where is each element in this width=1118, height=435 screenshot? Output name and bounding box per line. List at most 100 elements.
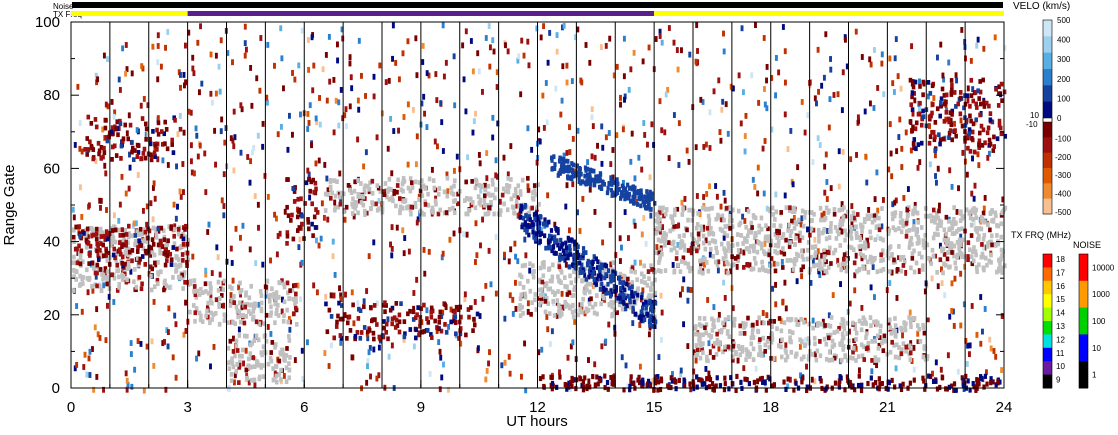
scatter-cell [760, 375, 764, 381]
scatter-cell [839, 322, 843, 328]
scatter-cell [707, 370, 711, 377]
scatter-cell [743, 323, 747, 329]
scatter-cell [826, 265, 831, 270]
scatter-cell [872, 319, 876, 325]
scatter-cell [368, 345, 372, 351]
scatter-cell [282, 313, 286, 318]
scatter-cell [653, 277, 657, 283]
scatter-cell [846, 378, 850, 384]
scatter-cell [731, 357, 735, 363]
scatter-cell [300, 259, 304, 266]
scatter-cell [666, 240, 671, 245]
scatter-cell [598, 287, 603, 292]
scatter-cell [980, 242, 984, 247]
scatter-cell [375, 375, 379, 382]
scatter-cell [143, 121, 148, 127]
scatter-cell [110, 156, 114, 162]
scatter-cell [335, 41, 339, 48]
scatter-cell [637, 154, 641, 161]
scatter-cell [641, 199, 645, 205]
scatter-cell [789, 127, 793, 134]
scatter-cell [350, 201, 354, 207]
scatter-cell [521, 284, 526, 290]
scatter-cell [487, 23, 491, 29]
scatter-cell [952, 90, 957, 95]
scatter-cell [827, 335, 831, 341]
scatter-cell [285, 204, 289, 210]
scatter-cell [244, 314, 248, 319]
scatter-cell [551, 298, 555, 304]
scatter-cell [279, 123, 283, 130]
scatter-cell [498, 212, 502, 217]
scatter-cell [338, 333, 343, 338]
scatter-cell [714, 183, 718, 189]
scatter-cell [699, 323, 703, 329]
scatter-cell [716, 215, 721, 221]
scatter-cell [601, 144, 605, 151]
scatter-cell [967, 351, 971, 358]
scatter-cell [778, 229, 781, 236]
scatter-cell [652, 387, 656, 393]
scatter-cell [273, 62, 276, 69]
scatter-cell [511, 296, 515, 303]
scatter-cell [231, 364, 236, 370]
scatter-cell [688, 268, 692, 274]
scatter-cell [723, 317, 728, 323]
scatter-cell [377, 334, 382, 340]
scatter-cell [811, 257, 815, 264]
scatter-cell [425, 327, 430, 333]
scatter-cell [739, 233, 744, 238]
txfreq-bar [71, 11, 1004, 16]
scatter-cell [764, 387, 768, 393]
scatter-cell [860, 304, 864, 311]
scatter-cell [771, 356, 776, 361]
scatter-cell [744, 224, 748, 230]
scatter-cell [953, 128, 957, 133]
scatter-cell [340, 303, 344, 308]
scatter-cell [687, 158, 691, 165]
scatter-cell [979, 340, 983, 347]
scatter-cell [516, 183, 521, 189]
scatter-cell [121, 263, 125, 269]
scatter-cell [952, 243, 957, 249]
scatter-cell [120, 260, 124, 266]
scatter-cell [847, 244, 851, 250]
scatter-cell [639, 271, 644, 277]
scatter-cell [880, 381, 884, 387]
scatter-cell [289, 217, 293, 223]
scatter-cell [175, 246, 179, 252]
scatter-cell [609, 261, 613, 268]
scatter-cell [744, 112, 748, 119]
scatter-cell [153, 195, 157, 202]
scatter-cell [947, 130, 952, 136]
scatter-cell [276, 233, 280, 239]
scatter-cell [353, 205, 357, 211]
scatter-cell [164, 242, 169, 247]
scatter-cell [598, 378, 602, 384]
scatter-cell [875, 169, 879, 176]
scatter-cell [99, 234, 104, 239]
scatter-cell [159, 129, 164, 134]
scatter-cell [694, 331, 698, 337]
scatter-cell [657, 209, 662, 215]
scatter-cell [87, 277, 91, 283]
scatter-cell [837, 183, 841, 190]
scatter-cell [886, 320, 891, 326]
scatter-cell [944, 99, 948, 105]
scatter-cell [312, 282, 316, 289]
scatter-cell [166, 29, 170, 35]
scatter-cell [957, 245, 961, 251]
scatter-cell [363, 208, 367, 214]
scatter-cell [414, 315, 418, 321]
scatter-cell [748, 227, 753, 233]
scatter-cell [514, 199, 519, 204]
scatter-cell [825, 196, 829, 202]
scatter-cell [848, 300, 852, 307]
scatter-cell [183, 279, 187, 285]
scatter-cell [802, 354, 806, 360]
scatter-cell [209, 293, 213, 300]
scatter-cell [277, 294, 281, 300]
scatter-cell [840, 339, 844, 344]
scatter-cell [365, 288, 369, 294]
scatter-cell [98, 247, 102, 253]
